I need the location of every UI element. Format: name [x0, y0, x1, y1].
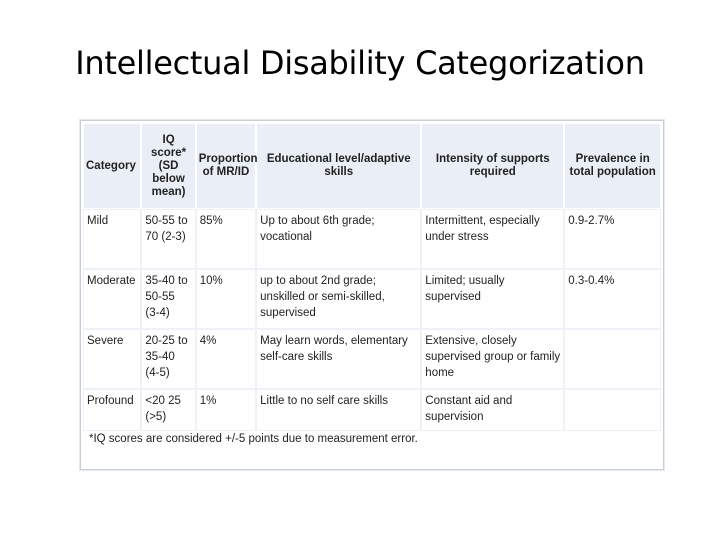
cell-iq-score: 35-40 to 50-55 (3-4) [142, 270, 195, 328]
header-proportion: Proportion of MR/ID [196, 124, 258, 208]
cell-proportion: 85% [196, 210, 256, 268]
cell-educational-level: May learn words, elementary self-care sk… [257, 330, 421, 388]
cell-intensity-of-supports: Extensive, closely supervised group or f… [422, 330, 564, 388]
cell-proportion: 10% [196, 270, 256, 328]
table-row: Severe 20-25 to 35-40 (4-5) 4% May learn… [84, 330, 660, 388]
cell-category: Severe [84, 330, 141, 388]
categorization-table: Category IQ score* (SD below mean) Propo… [82, 122, 662, 432]
table-footnote: *IQ scores are considered +/-5 points du… [89, 433, 418, 445]
header-category: Category [84, 124, 141, 208]
header-iq-score: IQ score* (SD below mean) [142, 124, 195, 208]
table-row: Profound <20 25 (>5) 1% Little to no sel… [84, 390, 660, 430]
table-header-row: Category IQ score* (SD below mean) Propo… [84, 124, 660, 208]
header-intensity-of-supports: Intensity of supports required [422, 124, 564, 208]
cell-educational-level: Little to no self care skills [257, 390, 421, 430]
cell-prevalence [565, 390, 660, 430]
cell-category: Mild [84, 210, 141, 268]
cell-prevalence: 0.9-2.7% [565, 210, 660, 268]
cell-educational-level: up to about 2nd grade; unskilled or semi… [257, 270, 421, 328]
cell-intensity-of-supports: Limited; usually supervised [422, 270, 564, 328]
cell-iq-score: 20-25 to 35-40 (4-5) [142, 330, 195, 388]
cell-proportion: 1% [196, 390, 256, 430]
header-educational-level: Educational level/adaptive skills [257, 124, 421, 208]
cell-proportion: 4% [196, 330, 256, 388]
cell-category: Profound [84, 390, 141, 430]
cell-prevalence: 0.3-0.4% [565, 270, 660, 328]
cell-prevalence [565, 330, 660, 388]
cell-category: Moderate [84, 270, 141, 328]
slide-title: Intellectual Disability Categorization [75, 44, 645, 82]
table-row: Moderate 35-40 to 50-55 (3-4) 10% up to … [84, 270, 660, 328]
cell-intensity-of-supports: Intermittent, especially under stress [422, 210, 564, 268]
cell-intensity-of-supports: Constant aid and supervision [422, 390, 564, 430]
cell-iq-score: 50-55 to 70 (2-3) [142, 210, 195, 268]
cell-educational-level: Up to about 6th grade; vocational [257, 210, 421, 268]
cell-iq-score: <20 25 (>5) [142, 390, 195, 430]
header-prevalence: Prevalence in total population [565, 124, 660, 208]
categorization-table-panel: Category IQ score* (SD below mean) Propo… [80, 120, 664, 470]
table-row: Mild 50-55 to 70 (2-3) 85% Up to about 6… [84, 210, 660, 268]
